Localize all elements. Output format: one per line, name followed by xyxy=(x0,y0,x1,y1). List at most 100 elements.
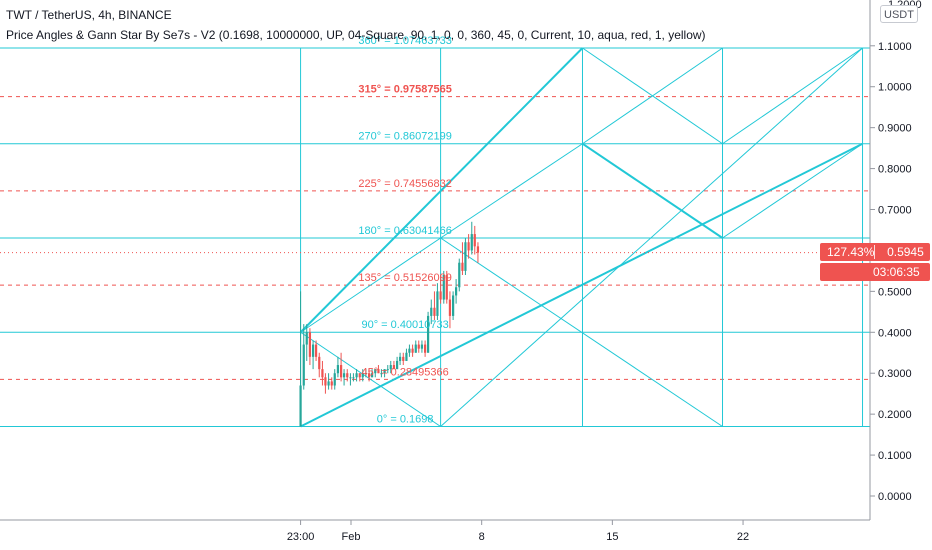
price-tick-label: 0.1000 xyxy=(878,450,912,462)
price-tick-label: 1.0000 xyxy=(878,82,912,94)
price-tick-label: 0.4000 xyxy=(878,327,912,339)
candle xyxy=(442,270,445,304)
candle-body xyxy=(433,307,436,316)
candle-body xyxy=(476,246,480,253)
candle xyxy=(451,291,455,321)
candle-body xyxy=(346,373,349,378)
candle-body xyxy=(467,242,470,251)
candle-body xyxy=(374,369,377,374)
candle-body xyxy=(470,234,473,251)
gann-level-label: 180° = 0.63041466 xyxy=(358,225,451,237)
gann-level-label: 0° = 0.1698 xyxy=(377,414,434,426)
candle xyxy=(305,324,308,361)
time-axis-bg xyxy=(0,520,932,550)
candle xyxy=(445,270,448,304)
candle xyxy=(461,242,464,275)
candle xyxy=(386,365,389,374)
candle-body xyxy=(342,373,346,378)
candle xyxy=(339,352,343,382)
candle xyxy=(383,369,386,378)
price-tick-label: 0.5000 xyxy=(878,286,912,298)
candle-body xyxy=(420,344,424,349)
candle xyxy=(314,340,318,361)
candle-body xyxy=(327,381,330,386)
gann-diagonal-line xyxy=(440,47,863,427)
candle-body xyxy=(461,262,464,271)
candle-body xyxy=(318,356,321,370)
gann-diagonal-line xyxy=(582,47,723,145)
candle-body xyxy=(383,369,386,374)
candle-body xyxy=(464,242,467,271)
candle-body xyxy=(311,344,315,357)
candle-body xyxy=(439,291,442,300)
candle-body xyxy=(448,299,452,316)
gann-level-label: 315° = 0.97587565 xyxy=(358,84,451,96)
candle-body xyxy=(392,365,396,370)
time-tick-label: 8 xyxy=(479,531,485,543)
candle-body xyxy=(386,369,389,371)
candle xyxy=(364,369,368,378)
candle-body xyxy=(395,360,399,370)
candle-body xyxy=(305,332,308,345)
candle-body xyxy=(333,373,336,386)
candle xyxy=(342,369,346,386)
candle xyxy=(398,352,402,366)
candle xyxy=(361,369,364,382)
candle xyxy=(336,356,340,378)
candle xyxy=(433,291,436,321)
candle-body xyxy=(405,352,408,361)
candle-body xyxy=(458,262,461,288)
candle-body xyxy=(402,356,405,361)
candle-body xyxy=(426,315,430,353)
candle xyxy=(395,356,399,370)
candle xyxy=(417,340,420,353)
candle xyxy=(476,242,480,263)
candle-body xyxy=(349,377,352,379)
candle xyxy=(458,258,461,292)
candle xyxy=(414,340,417,353)
candle-body xyxy=(370,373,374,378)
price-tick-label: 0.7000 xyxy=(878,205,912,217)
candle-body xyxy=(321,369,324,378)
time-tick-label: 23:00 xyxy=(287,531,315,543)
price-tick-label: 0.0000 xyxy=(878,491,912,503)
candle xyxy=(349,373,352,386)
chart-title: TWT / TetherUS, 4h, BINANCE xyxy=(6,8,172,22)
candle-body xyxy=(299,385,302,427)
candles xyxy=(299,221,480,427)
candle xyxy=(327,373,330,390)
candle xyxy=(355,369,358,382)
gann-level-label: 270° = 0.86072199 xyxy=(358,131,451,143)
currency-button[interactable]: USDT xyxy=(880,5,918,23)
indicator-legend[interactable]: Price Angles & Gann Star By Se7s - V2 (0… xyxy=(6,28,706,42)
gann-level-labels: 360° = 1.07463733 315° = 0.97587565 270° =… xyxy=(358,35,451,425)
candle-body xyxy=(417,344,420,349)
candle xyxy=(380,369,383,378)
gann-diagonal-line xyxy=(440,143,583,239)
candle-body xyxy=(302,344,305,386)
candle xyxy=(330,377,333,390)
candle xyxy=(430,299,433,325)
candle-body xyxy=(445,274,448,300)
price-tick-label: 1.1000 xyxy=(878,41,912,53)
candle-body xyxy=(314,344,318,357)
gann-diagonal-line xyxy=(300,237,441,333)
candle xyxy=(352,373,355,382)
candle-body xyxy=(473,234,476,247)
candle xyxy=(402,352,405,366)
gann-diagonal-line xyxy=(440,237,723,427)
candle-body xyxy=(423,344,427,353)
candle xyxy=(405,348,408,361)
gann-level-label: 225° = 0.74556832 xyxy=(358,178,451,190)
candle xyxy=(318,352,321,378)
gann-diagonal-line xyxy=(722,143,863,239)
candle-body xyxy=(408,348,411,353)
gann-level-label: 360° = 1.07463733 xyxy=(358,35,451,47)
candle xyxy=(324,373,327,394)
candle xyxy=(321,360,324,386)
candle xyxy=(454,279,458,304)
candle-body xyxy=(361,373,364,378)
gann-diagonal-line xyxy=(722,47,863,145)
badge-separator xyxy=(874,245,875,259)
